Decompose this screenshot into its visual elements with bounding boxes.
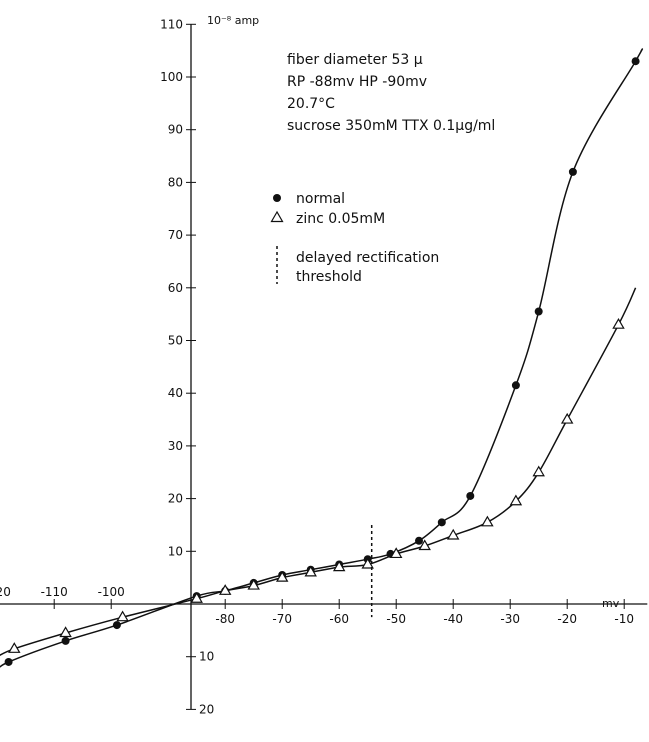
ticks: -120 -110 -100 -80 -70 -60 -50 -40 -30 -20 -10 10 20… [0, 17, 634, 716]
point-normal [112, 621, 121, 630]
y-axis-label: 10⁻⁸ amp [207, 14, 259, 27]
x-tick-label: -30 [500, 612, 520, 626]
point-zinc [418, 539, 431, 551]
point-zinc [59, 626, 72, 638]
x-tick-label: -20 [557, 612, 577, 626]
point-zinc [218, 584, 232, 595]
annotation-solution: sucrose 350mM TTX 0.1μg/ml [287, 118, 495, 134]
y-tick-label: 20 [168, 492, 183, 506]
y-tick-label: 10 [199, 650, 214, 664]
x-tick-label: -10 [614, 612, 634, 626]
legend-label-zinc: zinc 0.05mM [296, 211, 385, 227]
point-zinc [532, 465, 545, 477]
point-zinc [509, 494, 523, 506]
x-tick-label: -120 [0, 585, 11, 599]
x-axis-label: mv [602, 597, 620, 610]
point-normal [534, 307, 543, 316]
x-tick-label: -50 [386, 612, 406, 626]
point-normal [415, 536, 423, 545]
legend-label-normal: normal [296, 191, 345, 207]
x-tick-label: -60 [329, 612, 349, 626]
point-normal [631, 57, 640, 66]
legend-marker-normal [273, 194, 281, 202]
data-points [4, 57, 640, 666]
x-tick-label: -70 [272, 612, 292, 626]
point-normal [437, 518, 446, 527]
y-tick-label: 110 [160, 17, 183, 31]
point-zinc [361, 557, 374, 569]
point-zinc [304, 565, 317, 577]
axes [0, 24, 648, 710]
point-zinc [389, 547, 403, 559]
fit-curves [0, 48, 644, 668]
y-tick-label: 40 [168, 386, 183, 400]
point-normal [568, 167, 577, 176]
point-zinc [116, 610, 129, 622]
y-tick-label: 30 [168, 439, 183, 453]
point-normal [61, 636, 70, 645]
x-tick-label: -100 [98, 585, 125, 599]
point-zinc [332, 560, 346, 572]
point-normal [4, 657, 13, 666]
y-tick-label: 90 [168, 123, 183, 137]
point-zinc [275, 570, 289, 582]
point-zinc [247, 578, 260, 590]
y-tick-label: 20 [199, 702, 214, 716]
annotation-temperature: 20.7°C [287, 96, 335, 112]
point-zinc [190, 592, 203, 603]
y-tick-label: 100 [160, 70, 183, 84]
x-tick-label: -80 [215, 612, 235, 626]
y-tick-label: 70 [168, 228, 183, 242]
point-normal [511, 381, 520, 390]
y-tick-label: 10 [168, 544, 183, 558]
point-zinc [612, 317, 625, 329]
annotation-rp-hp: RP -88mv HP -90mv [287, 74, 427, 90]
point-zinc [8, 642, 21, 653]
point-zinc [481, 515, 494, 527]
fit-curve-normal [0, 48, 644, 668]
legend-label-threshold-2: threshold [296, 269, 362, 285]
x-tick-label: -40 [443, 612, 463, 626]
y-tick-label: 50 [168, 334, 183, 348]
legend-label-threshold-1: delayed rectification [296, 250, 439, 266]
y-tick-label: 60 [168, 281, 183, 295]
legend-marker-zinc [270, 210, 284, 223]
annotation-fiber: fiber diameter 53 μ [287, 52, 423, 68]
point-normal [466, 491, 475, 500]
y-tick-label: 80 [168, 175, 183, 189]
point-zinc [446, 528, 460, 540]
point-zinc [560, 412, 574, 424]
x-tick-label: -110 [41, 585, 68, 599]
